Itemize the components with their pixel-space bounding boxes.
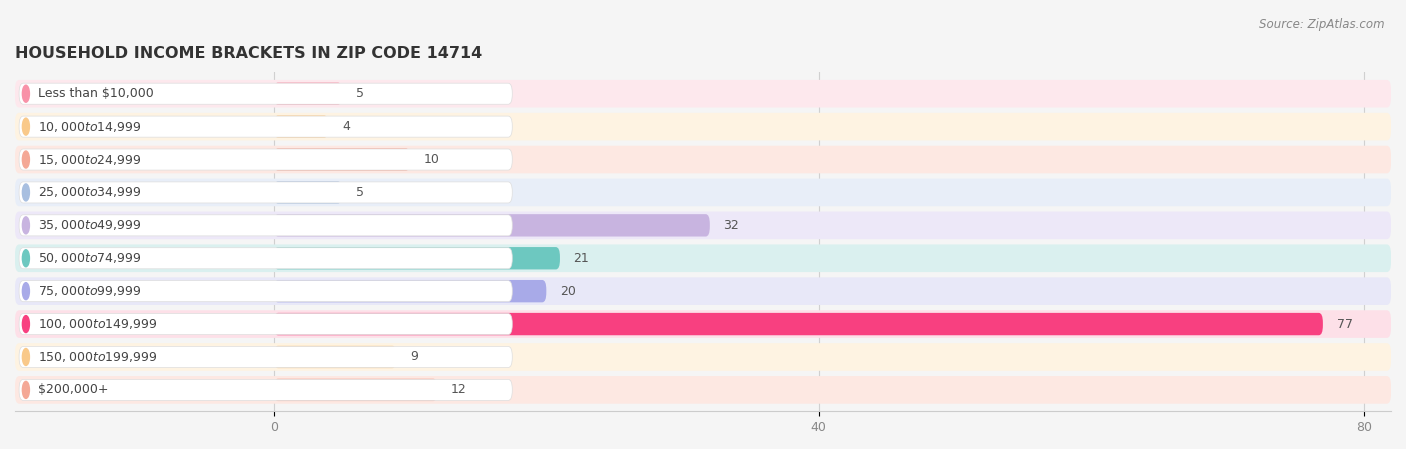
Text: 5: 5 [356,87,364,100]
Text: 5: 5 [356,186,364,199]
FancyBboxPatch shape [15,80,1391,107]
Circle shape [22,118,30,135]
Text: 20: 20 [560,285,576,298]
FancyBboxPatch shape [15,343,1391,371]
FancyBboxPatch shape [15,113,1391,141]
FancyBboxPatch shape [15,310,1391,338]
FancyBboxPatch shape [274,148,411,171]
Text: $15,000 to $24,999: $15,000 to $24,999 [38,153,142,167]
Text: 10: 10 [423,153,440,166]
FancyBboxPatch shape [20,347,512,368]
Text: HOUSEHOLD INCOME BRACKETS IN ZIP CODE 14714: HOUSEHOLD INCOME BRACKETS IN ZIP CODE 14… [15,46,482,62]
FancyBboxPatch shape [20,182,512,203]
FancyBboxPatch shape [20,116,512,137]
Circle shape [22,283,30,299]
FancyBboxPatch shape [20,379,512,401]
FancyBboxPatch shape [274,280,547,302]
Text: $150,000 to $199,999: $150,000 to $199,999 [38,350,157,364]
Circle shape [22,184,30,201]
FancyBboxPatch shape [15,179,1391,206]
FancyBboxPatch shape [15,146,1391,173]
Text: $75,000 to $99,999: $75,000 to $99,999 [38,284,142,298]
FancyBboxPatch shape [274,346,396,368]
Circle shape [22,217,30,234]
FancyBboxPatch shape [15,277,1391,305]
FancyBboxPatch shape [274,181,342,204]
Circle shape [22,381,30,398]
FancyBboxPatch shape [20,248,512,269]
Text: 32: 32 [724,219,740,232]
FancyBboxPatch shape [20,313,512,335]
FancyBboxPatch shape [20,215,512,236]
FancyBboxPatch shape [274,247,560,269]
Text: 4: 4 [342,120,350,133]
Circle shape [22,85,30,102]
FancyBboxPatch shape [274,83,342,105]
Circle shape [22,316,30,333]
Text: $50,000 to $74,999: $50,000 to $74,999 [38,251,142,265]
FancyBboxPatch shape [15,376,1391,404]
Text: $25,000 to $34,999: $25,000 to $34,999 [38,185,142,199]
Text: $200,000+: $200,000+ [38,383,108,396]
Text: Source: ZipAtlas.com: Source: ZipAtlas.com [1260,18,1385,31]
Text: 12: 12 [451,383,467,396]
Text: Less than $10,000: Less than $10,000 [38,87,153,100]
FancyBboxPatch shape [20,281,512,302]
FancyBboxPatch shape [274,115,329,138]
Text: 77: 77 [1337,317,1353,330]
Circle shape [22,151,30,168]
Circle shape [22,250,30,267]
FancyBboxPatch shape [274,313,1323,335]
Circle shape [22,348,30,365]
FancyBboxPatch shape [274,214,710,237]
FancyBboxPatch shape [15,244,1391,272]
Text: $100,000 to $149,999: $100,000 to $149,999 [38,317,157,331]
Text: 9: 9 [411,351,418,364]
FancyBboxPatch shape [274,379,437,401]
Text: $35,000 to $49,999: $35,000 to $49,999 [38,218,142,232]
Text: $10,000 to $14,999: $10,000 to $14,999 [38,119,142,134]
FancyBboxPatch shape [20,83,512,104]
Text: 21: 21 [574,252,589,265]
FancyBboxPatch shape [20,149,512,170]
FancyBboxPatch shape [15,211,1391,239]
